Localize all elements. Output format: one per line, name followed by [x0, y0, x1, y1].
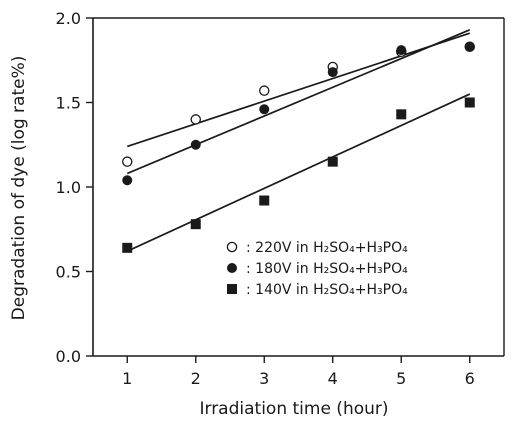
data-point-series-1: [122, 156, 133, 167]
y-tick-label: 1.5: [56, 94, 81, 113]
x-tick-label: 5: [396, 369, 406, 388]
data-point-series-2: [327, 67, 338, 78]
data-point-series-2: [396, 45, 407, 56]
x-tick-label: 1: [122, 369, 132, 388]
fit-line-series-3: [126, 93, 471, 252]
legend-label-series-2: : 180V in H₂SO₄+H₃PO₄: [246, 261, 408, 277]
y-tick-label: 1.0: [56, 178, 81, 197]
y-tick-label: 2.0: [56, 9, 81, 28]
data-point-series-1: [258, 85, 270, 96]
data-point-series-3: [396, 109, 407, 120]
x-tick-label: 3: [259, 369, 269, 388]
data-point-series-3: [327, 156, 338, 167]
data-point-series-2: [122, 175, 133, 186]
fit-line-series-1: [126, 32, 471, 148]
fit-lines: [126, 29, 471, 252]
x-tick-label: 2: [191, 369, 201, 388]
data-point-series-3: [464, 97, 475, 108]
data-point-series-3: [190, 219, 201, 230]
y-tick-label: 0.5: [56, 263, 81, 282]
x-tick-label: 6: [465, 369, 475, 388]
legend-label-series-1: : 220V in H₂SO₄+H₃PO₄: [246, 240, 408, 256]
legend-marker-series-1: [226, 241, 238, 253]
data-point-series-2: [259, 104, 270, 115]
data-point-series-3: [122, 242, 133, 253]
data-point-series-1: [190, 114, 201, 125]
legend-marker-series-2: [227, 263, 237, 273]
legend-marker-series-3: [227, 284, 237, 294]
fit-line-series-2: [126, 29, 471, 175]
y-tick-label: 0.0: [56, 347, 81, 366]
x-axis-title: Irradiation time (hour): [199, 399, 388, 419]
legend-label-series-3: : 140V in H₂SO₄+H₃PO₄: [246, 282, 408, 298]
axes: [92, 17, 505, 357]
tick-labels: 1 2 3 4 5 6 0.0 0.5 1.0 1.5 2.0: [56, 9, 475, 388]
data-point-series-3: [259, 195, 270, 206]
y-axis-title: Degradation of dye (log rate%): [9, 56, 29, 321]
data-point-series-2: [464, 41, 475, 52]
legend: : 220V in H₂SO₄+H₃PO₄ : 180V in H₂SO₄+H₃P…: [226, 240, 408, 298]
data-points: [122, 41, 475, 253]
data-point-series-2: [190, 139, 201, 150]
x-tick-label: 4: [328, 369, 338, 388]
tick-marks: [86, 17, 471, 363]
